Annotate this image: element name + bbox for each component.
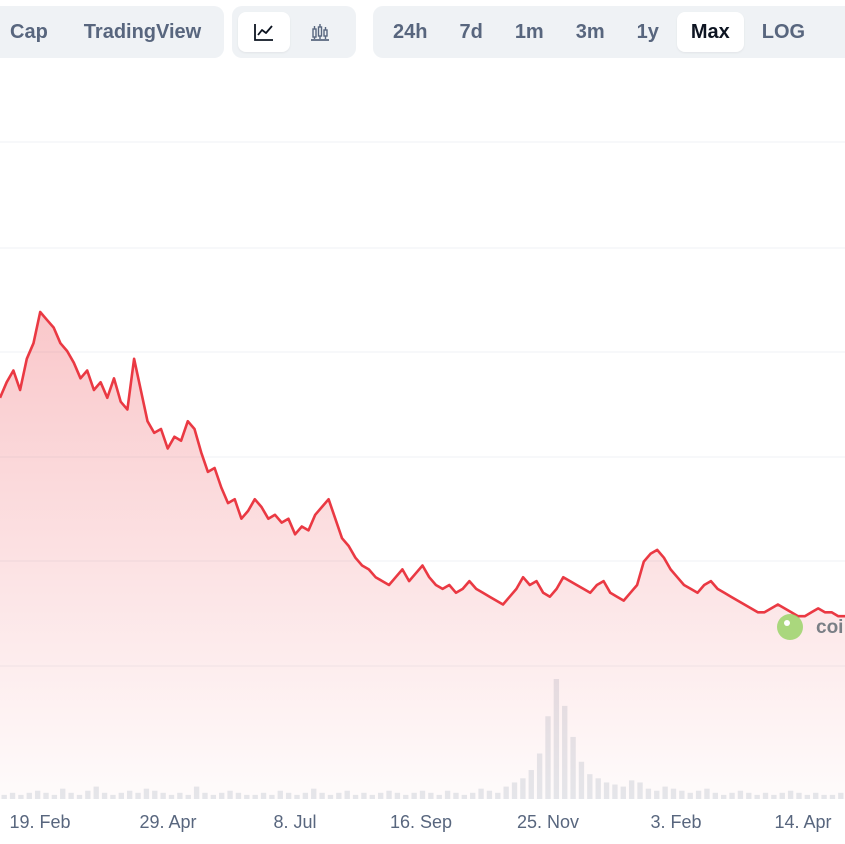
watermark-text: coi (816, 617, 843, 638)
candlestick-chart-button[interactable] (294, 12, 346, 52)
price-chart[interactable]: 19. Feb 29. Apr 8. Jul 16. Sep 25. Nov 3. Feb… (0, 64, 845, 844)
price-line (0, 310, 845, 618)
chart-type-group: Cap TradingView (0, 6, 224, 58)
time-range-group: 24h 7d 1m 3m 1y Max LOG (373, 6, 845, 58)
x-axis: 19. Feb 29. Apr 8. Jul 16. Sep 25. Nov 3. Feb… (9, 812, 831, 832)
range-log[interactable]: LOG (761, 20, 806, 43)
x-tick-label: 14. Apr (774, 812, 831, 832)
range-max[interactable]: Max (676, 12, 744, 52)
x-tick-label: 29. Apr (139, 812, 196, 832)
price-area (0, 312, 845, 799)
watermark: coi (777, 614, 843, 640)
cap-tab[interactable]: Cap (10, 20, 48, 43)
chart-toolbar: Cap TradingView 24h 7d 1m 3m 1y (0, 0, 845, 64)
watermark-logo-icon (777, 614, 803, 640)
line-chart-button[interactable] (238, 12, 290, 52)
x-tick-label: 8. Jul (273, 812, 316, 832)
range-1y[interactable]: 1y (636, 20, 659, 43)
line-chart-icon (254, 24, 273, 41)
range-7d[interactable]: 7d (459, 20, 483, 43)
x-tick-label: 3. Feb (650, 812, 701, 832)
range-3m[interactable]: 3m (575, 20, 605, 43)
candlestick-chart-icon (311, 24, 329, 41)
x-tick-label: 19. Feb (9, 812, 70, 832)
range-24h[interactable]: 24h (393, 20, 428, 43)
view-toggle-group (232, 6, 356, 58)
x-tick-label: 25. Nov (517, 812, 579, 832)
range-1m[interactable]: 1m (514, 20, 544, 43)
x-tick-label: 16. Sep (390, 812, 452, 832)
tradingview-tab[interactable]: TradingView (83, 20, 202, 43)
